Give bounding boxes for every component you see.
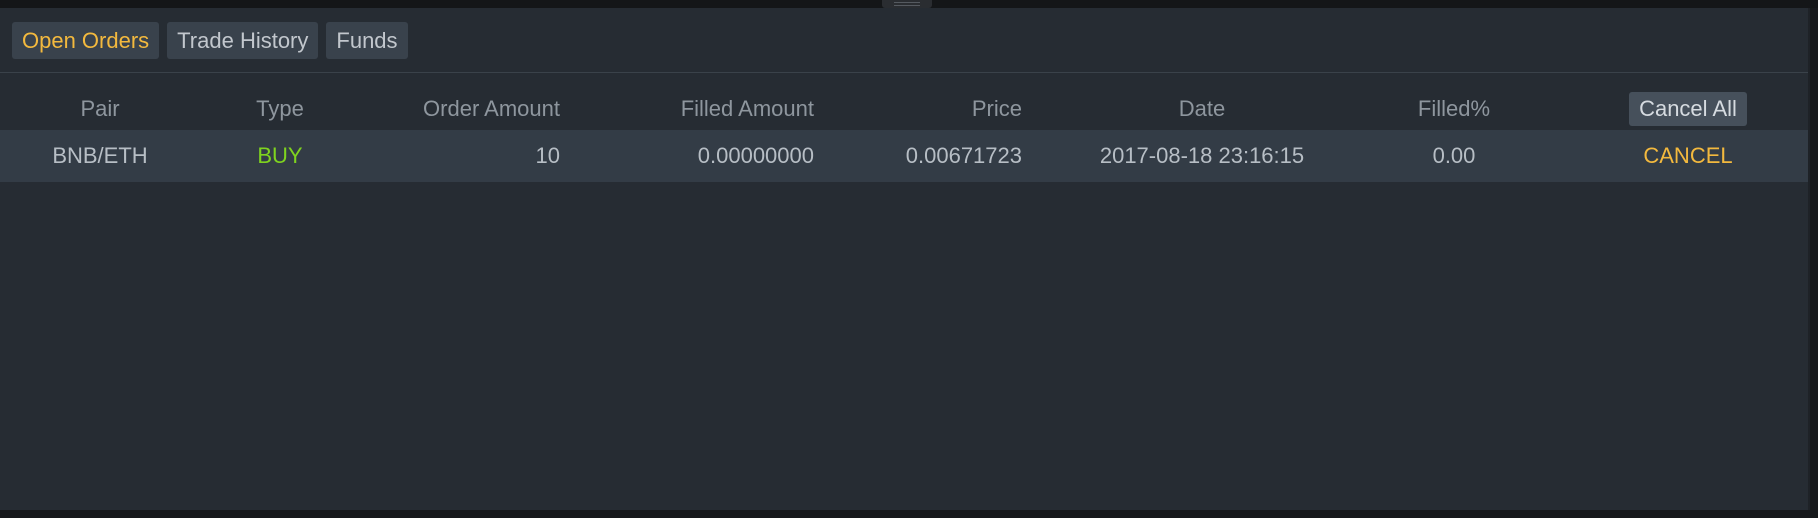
order-tabs: Open Orders Trade History Funds (12, 22, 408, 59)
resize-grip-icon[interactable] (882, 0, 932, 8)
tab-funds[interactable]: Funds (326, 22, 408, 59)
table-row: BNB/ETH BUY 10 0.00000000 0.00671723 201… (0, 130, 1808, 182)
order-pair: BNB/ETH (52, 143, 148, 168)
order-price: 0.00671723 (905, 143, 1022, 168)
order-filled-amount: 0.00000000 (697, 143, 814, 168)
cancel-order-button[interactable]: CANCEL (1643, 143, 1733, 168)
tab-trade-history[interactable]: Trade History (167, 22, 319, 59)
cancel-all-button[interactable]: Cancel All (1629, 92, 1747, 126)
table-header-row: Pair Type Order Amount Filled Amount Pri… (0, 83, 1808, 135)
cancel-all-cell: Cancel All (1588, 83, 1788, 135)
order-filled-pct: 0.00 (1432, 143, 1476, 168)
order-action-cell: CANCEL (1588, 130, 1788, 182)
order-date: 2017-08-18 23:16:15 (1099, 143, 1305, 168)
column-header-filled-pct: Filled% (1417, 96, 1491, 121)
column-header-price: Price (971, 96, 1022, 121)
column-header-pair: Pair (80, 96, 120, 121)
column-header-order-amount: Order Amount (423, 96, 560, 121)
column-header-date: Date (1178, 96, 1226, 121)
column-header-type: Type (256, 96, 304, 121)
order-amount: 10 (535, 143, 560, 168)
order-type: BUY (257, 143, 303, 168)
column-header-filled-amount: Filled Amount (680, 96, 814, 121)
tab-open-orders[interactable]: Open Orders (12, 22, 160, 59)
orders-panel: Open Orders Trade History Funds Pair Typ… (0, 8, 1810, 510)
tabs-divider (0, 72, 1808, 73)
